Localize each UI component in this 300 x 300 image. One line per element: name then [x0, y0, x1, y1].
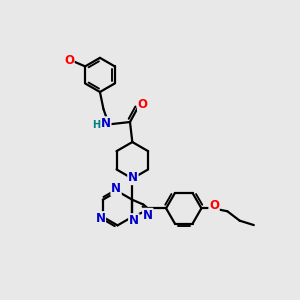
- Text: O: O: [209, 200, 219, 212]
- Text: N: N: [111, 182, 121, 195]
- Text: N: N: [101, 117, 111, 130]
- Text: N: N: [129, 214, 139, 227]
- Text: O: O: [138, 98, 148, 111]
- Text: O: O: [64, 54, 74, 67]
- Text: N: N: [143, 208, 153, 221]
- Text: H: H: [92, 120, 101, 130]
- Text: N: N: [128, 172, 138, 184]
- Text: N: N: [95, 212, 105, 225]
